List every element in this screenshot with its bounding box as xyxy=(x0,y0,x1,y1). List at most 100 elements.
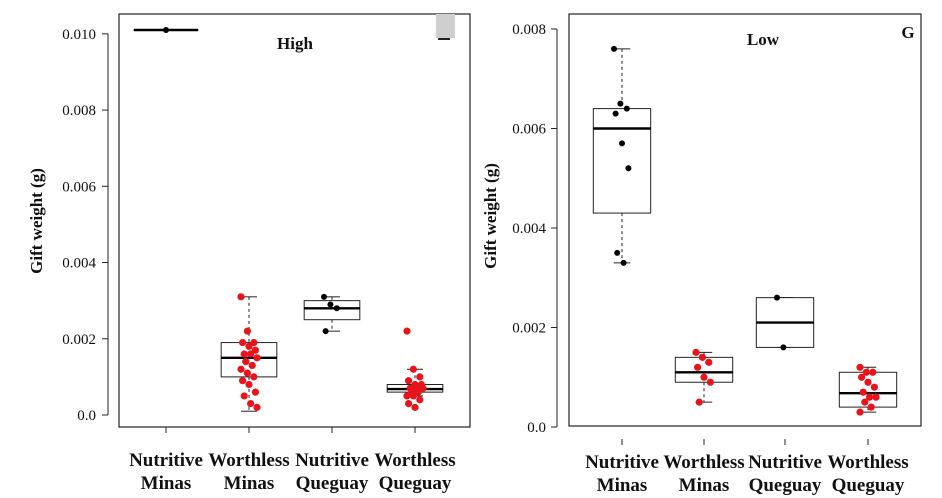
data-point xyxy=(237,293,245,301)
data-point xyxy=(163,27,169,33)
data-point xyxy=(240,350,248,358)
panel-title: High xyxy=(277,34,313,53)
data-point xyxy=(245,342,253,350)
plot-frame xyxy=(118,13,471,428)
box-group xyxy=(592,45,652,266)
y-tick-label: 0.006 xyxy=(62,179,96,195)
data-point xyxy=(695,398,703,406)
data-point xyxy=(240,392,248,400)
y-tick-label: 0.008 xyxy=(512,22,546,38)
plot-frame xyxy=(568,13,922,427)
y-tick-label: 0.002 xyxy=(62,332,96,348)
data-point xyxy=(700,373,708,381)
box-group xyxy=(674,348,734,406)
data-point xyxy=(248,361,256,370)
data-point xyxy=(237,365,245,373)
x-tick-label: Queguay xyxy=(832,475,905,496)
data-point xyxy=(403,392,411,400)
data-point xyxy=(245,380,253,389)
x-tick-label: Minas xyxy=(679,475,730,496)
y-tick-label: 0.010 xyxy=(62,27,96,43)
data-point xyxy=(243,369,251,377)
box xyxy=(592,108,652,214)
data-point xyxy=(327,301,334,308)
data-point xyxy=(619,140,625,147)
box-group xyxy=(220,293,278,412)
box-group xyxy=(838,363,898,416)
data-point xyxy=(405,377,413,385)
data-point xyxy=(617,100,624,107)
data-point xyxy=(416,396,424,404)
x-tick-label: Nutritive xyxy=(295,450,369,471)
data-point xyxy=(867,403,875,411)
data-point xyxy=(870,383,879,391)
data-point xyxy=(698,353,707,361)
data-point xyxy=(250,373,258,381)
y-axis: 0.0 0.002 0.004 0.006 0.008 0.010 xyxy=(62,27,109,424)
x-tick-label: Nutritive xyxy=(585,452,659,473)
data-point xyxy=(403,327,411,335)
data-point xyxy=(253,354,261,362)
data-point xyxy=(247,350,255,358)
box-group xyxy=(755,294,815,351)
data-point xyxy=(692,348,700,356)
data-point xyxy=(623,105,630,112)
data-point xyxy=(612,110,619,117)
data-point xyxy=(253,403,261,411)
data-point xyxy=(243,327,251,335)
data-point xyxy=(250,338,258,347)
data-point xyxy=(405,399,413,408)
data-point xyxy=(620,259,627,266)
data-point xyxy=(411,403,419,411)
box-group xyxy=(133,27,199,33)
data-point xyxy=(416,373,424,381)
x-tick-label: Minas xyxy=(141,473,192,494)
data-point xyxy=(419,384,427,392)
box-series xyxy=(133,27,444,412)
data-point xyxy=(705,358,713,366)
y-tick-label: 0.006 xyxy=(512,122,546,138)
data-point xyxy=(859,388,867,396)
data-point xyxy=(694,363,702,371)
corner-marker xyxy=(436,14,455,38)
y-tick-label: 0.0 xyxy=(527,420,546,436)
x-axis: NutritiveMinasWorthlessMinasNutritiveQue… xyxy=(585,439,909,496)
data-point xyxy=(706,378,715,386)
data-point xyxy=(858,373,866,381)
data-point xyxy=(251,346,259,354)
y-tick-label: 0.002 xyxy=(512,321,546,337)
x-tick-label: Nutritive xyxy=(748,452,822,473)
data-point xyxy=(611,45,617,52)
y-axis-label: Gift weight (g) xyxy=(27,168,46,274)
y-tick-label: 0.004 xyxy=(512,221,546,237)
data-point xyxy=(861,398,869,406)
box xyxy=(303,300,361,321)
data-point xyxy=(414,388,422,396)
x-tick-label: Nutritive xyxy=(129,450,203,471)
data-point xyxy=(247,399,255,408)
data-point xyxy=(856,363,864,371)
data-point xyxy=(869,368,877,376)
data-point xyxy=(614,249,621,256)
x-tick-label: Queguay xyxy=(296,473,369,494)
panel-low: Low G Gift weight (g) 0.0 0.002 0.004 0.006… xyxy=(481,13,922,496)
box-group xyxy=(303,293,361,335)
data-point xyxy=(862,368,871,376)
data-point xyxy=(625,165,632,172)
panel-title: Low xyxy=(747,30,780,49)
data-point xyxy=(774,294,780,301)
x-tick-label: Worthless xyxy=(374,450,455,471)
panel-high: High Gift weight (g) 0.00.0020.0040.0060… xyxy=(27,13,471,494)
x-tick-label: Queguay xyxy=(379,473,452,494)
x-tick-label: Minas xyxy=(597,475,648,496)
data-point xyxy=(864,378,872,386)
x-axis: NutritiveMinasWorthlessMinasNutritiveQue… xyxy=(129,427,456,494)
data-point xyxy=(409,365,417,373)
x-tick-label: Worthless xyxy=(663,452,744,473)
data-point xyxy=(872,393,880,401)
data-point xyxy=(866,393,874,401)
x-tick-label: Worthless xyxy=(208,450,289,471)
data-point xyxy=(321,293,327,300)
box-series xyxy=(592,45,898,416)
